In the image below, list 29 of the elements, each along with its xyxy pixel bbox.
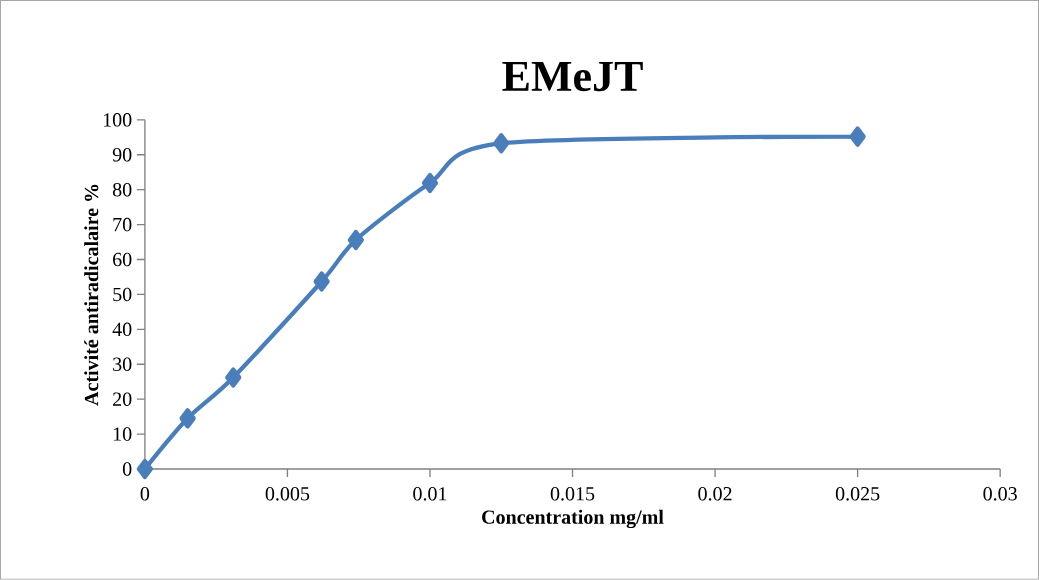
- point: [421, 172, 439, 194]
- point: [179, 408, 196, 429]
- point: [849, 126, 866, 147]
- point: [347, 229, 364, 251]
- y-tick-label: 70: [113, 217, 132, 232]
- point: [313, 271, 330, 292]
- x-tick-label: 0.025: [835, 487, 880, 501]
- y-tick-label: 40: [112, 322, 132, 337]
- y-tick-label: 20: [113, 392, 132, 406]
- y-tick-label: 10: [113, 427, 132, 441]
- x-tick-label: 0.005: [265, 487, 310, 501]
- x-tick-label: 0.015: [550, 487, 595, 501]
- y-tick-label: 0: [122, 462, 132, 476]
- y-axis-title: Activité antiradicalaire %: [84, 184, 99, 406]
- x-tick-label: 0.02: [698, 487, 732, 501]
- x-tick-label: 0: [140, 487, 150, 501]
- y-tick-label: 90: [112, 148, 132, 162]
- x-axis-title: Concentration mg/ml: [482, 509, 664, 529]
- y-tick-label: 80: [112, 183, 132, 197]
- x-tick-label: 0.01: [413, 487, 447, 501]
- y-tick-label: 100: [103, 113, 132, 127]
- y-tick-label: 50: [113, 287, 132, 302]
- chart-title: EMeJT: [502, 61, 643, 92]
- point: [225, 367, 242, 388]
- x-tick-label: 0.03: [983, 487, 1017, 501]
- y-tick-label: 30: [113, 357, 132, 372]
- y-tick-label: 60: [113, 252, 132, 267]
- point: [493, 133, 510, 154]
- point: [136, 458, 154, 480]
